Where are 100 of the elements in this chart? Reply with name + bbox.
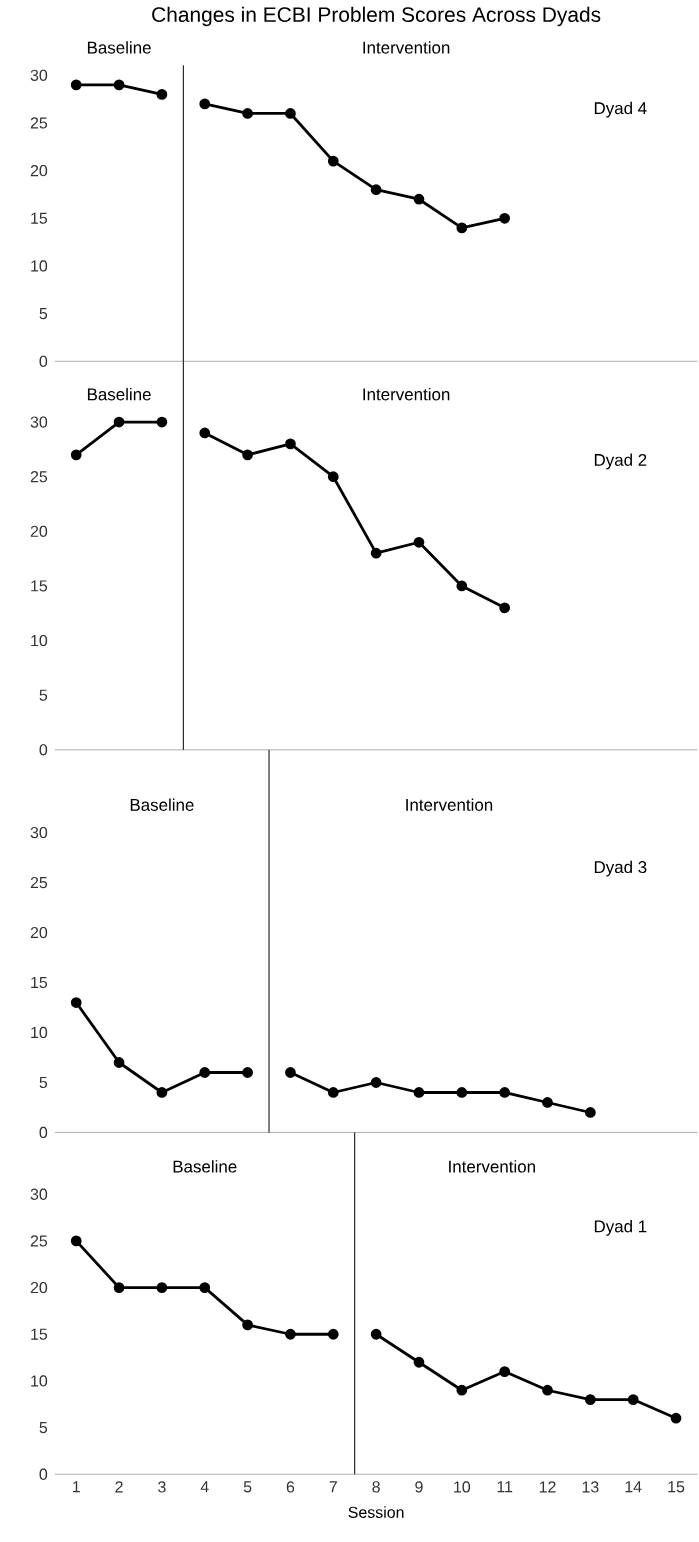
x-tick-label: 4 [200, 1481, 209, 1493]
text: Baseline [173, 1160, 237, 1173]
text: Baseline [130, 798, 194, 811]
x-axis-title: Session [348, 1506, 404, 1518]
y-tick-label: 10 [31, 1026, 47, 1039]
point [113, 1057, 125, 1068]
y-tick-label: 5 [39, 1422, 47, 1434]
point [584, 1394, 596, 1405]
point [327, 155, 339, 167]
point [499, 1366, 510, 1377]
point [113, 79, 125, 91]
point [241, 108, 253, 119]
point [199, 427, 210, 439]
point [284, 438, 296, 450]
point [413, 193, 425, 205]
point [413, 1356, 425, 1368]
point [199, 1067, 210, 1078]
point [370, 1328, 382, 1340]
point [456, 1087, 467, 1098]
y-tick-label: 25 [30, 1235, 47, 1247]
x-tick-label: 12 [539, 1481, 556, 1493]
chart-title: Changes in ECBI Problem Scores Across Dyads [151, 6, 601, 27]
y-tick-label: 10 [31, 634, 47, 647]
x-tick-label: 3 [157, 1481, 166, 1493]
y-tick-label: 5 [39, 689, 47, 701]
annotation: Dyad 3 [594, 860, 647, 877]
y-tick-label: 20 [30, 1281, 47, 1294]
point [156, 416, 168, 428]
x-tick-label: 9 [415, 1481, 423, 1493]
y-tick-label: 20 [30, 926, 47, 939]
point [370, 1077, 382, 1088]
y-tick-label: 20 [30, 165, 47, 177]
point [70, 79, 82, 91]
text: Intervention [363, 387, 450, 401]
point [241, 449, 253, 461]
y-tick-label: 30 [30, 1188, 47, 1200]
point [156, 88, 168, 100]
text: Intervention [406, 798, 492, 811]
y-tick-label: 25 [30, 117, 47, 129]
point [456, 580, 467, 592]
point [241, 1319, 253, 1331]
point [370, 184, 382, 196]
point [413, 536, 425, 548]
point [70, 1235, 82, 1247]
x-tick-label: 8 [372, 1481, 380, 1493]
point [70, 449, 82, 461]
point [199, 98, 210, 110]
point [499, 212, 510, 224]
y-tick-label: 5 [39, 308, 47, 320]
x-tick-label: 7 [329, 1481, 337, 1493]
annotation: Dyad 1 [594, 1219, 647, 1236]
point [156, 1087, 168, 1098]
x-tick-label: 15 [668, 1481, 685, 1493]
point [456, 222, 467, 234]
point [327, 1328, 339, 1340]
point [284, 1067, 296, 1078]
x-tick-label: 2 [115, 1481, 123, 1493]
y-tick-label: 10 [31, 1375, 47, 1387]
point [113, 416, 125, 428]
y-tick-label: 30 [30, 826, 47, 839]
y-tick-label: 0 [39, 355, 47, 367]
point [327, 1087, 339, 1098]
x-tick-label: 13 [582, 1481, 599, 1493]
y-tick-label: 0 [39, 744, 47, 756]
point [327, 471, 339, 483]
y-tick-label: 10 [31, 260, 47, 272]
text: Baseline [87, 41, 151, 54]
y-tick-label: 0 [39, 1126, 47, 1139]
point [370, 547, 382, 559]
y-tick-label: 5 [39, 1076, 47, 1089]
point [284, 108, 296, 119]
x-tick-label: 1 [72, 1481, 80, 1493]
point [499, 1087, 510, 1098]
point [413, 1087, 425, 1098]
text: Baseline [87, 387, 151, 401]
x-tick-label: 11 [497, 1481, 512, 1493]
annotation: Dyad 4 [594, 101, 647, 118]
text: Intervention [448, 1160, 535, 1173]
point [113, 1282, 125, 1293]
point [284, 1328, 296, 1340]
point [541, 1097, 553, 1108]
point [199, 1282, 210, 1293]
x-tick-label: 6 [286, 1481, 294, 1493]
annotation: Dyad 2 [594, 453, 647, 470]
y-tick-label: 25 [30, 471, 47, 483]
text: Intervention [363, 41, 450, 54]
point [499, 602, 510, 614]
point [70, 997, 82, 1008]
x-tick-label: 10 [453, 1481, 470, 1493]
y-tick-label: 25 [30, 876, 47, 889]
y-tick-label: 30 [30, 69, 47, 81]
point [627, 1394, 639, 1405]
y-tick-label: 15 [31, 976, 47, 989]
point [670, 1412, 682, 1424]
y-tick-label: 30 [30, 416, 47, 428]
point [456, 1384, 467, 1396]
y-tick-label: 15 [31, 1328, 47, 1340]
x-tick-label: 5 [243, 1481, 252, 1493]
point [541, 1384, 553, 1396]
point [584, 1107, 596, 1118]
